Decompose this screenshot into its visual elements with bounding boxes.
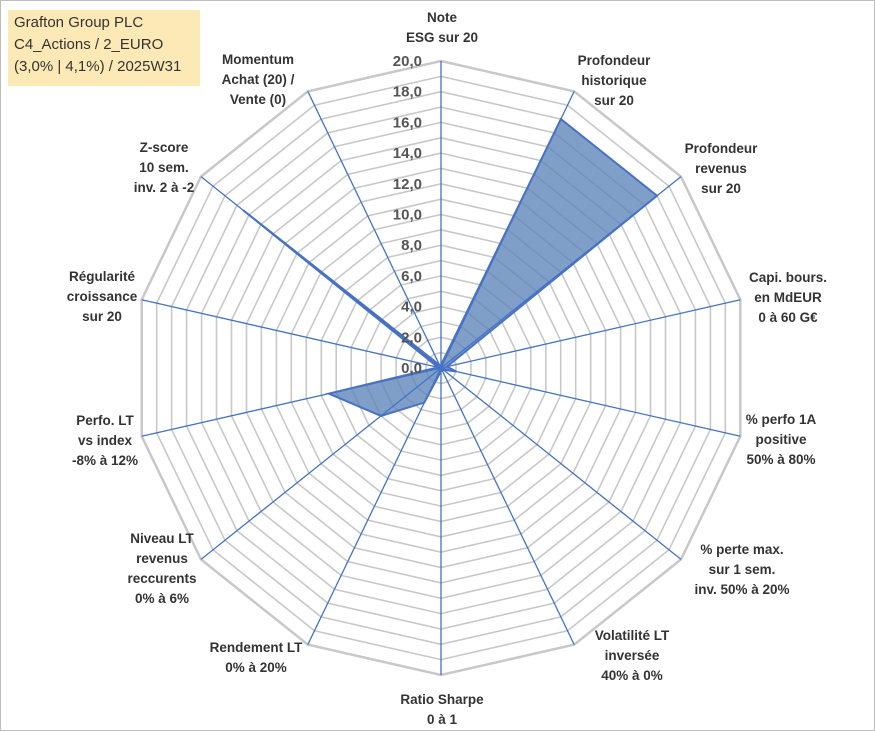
axis-label-line: % perte max.: [700, 542, 783, 557]
axis-label-line: 10 sem.: [139, 160, 189, 175]
tick-label: 10,0: [393, 207, 422, 224]
axis-label-line: Vente (0): [230, 92, 286, 107]
axis-label-line: 0 à 60 G€: [758, 310, 818, 325]
axis-label-line: croissance: [67, 289, 138, 304]
axis-label-line: vs index: [78, 433, 133, 448]
tick-label: 2,0: [401, 329, 422, 346]
axis-label-line: revenus: [695, 161, 747, 176]
axis-label-line: inv. 2 à -2: [134, 180, 195, 195]
axis-label-line: sur 20: [701, 181, 741, 196]
axis-label-3: Capi. bours. en MdEUR 0 à 60 G€: [749, 270, 827, 325]
axis-label-line: ESG sur 20: [406, 30, 478, 45]
axis-label-line: Z-score: [140, 140, 189, 155]
axis-label-line: en MdEUR: [754, 290, 822, 305]
axis-label-line: 0 à 1: [427, 712, 458, 727]
axis-label-line: Profondeur: [578, 53, 651, 68]
spoke-4: [440, 367, 741, 437]
axis-label-8: Rendement LT 0% à 20%: [210, 640, 304, 675]
axis-label-line: Achat (20) /: [222, 72, 295, 87]
axis-label-line: Perfo. LT: [76, 413, 134, 428]
spoke-layer: [141, 61, 741, 675]
axis-label-line: 50% à 80%: [746, 452, 815, 467]
axis-label-line: Momentum: [222, 52, 294, 67]
tick-label: 18,0: [393, 84, 422, 101]
spoke-1: [440, 91, 575, 369]
tick-labels: 0,0 2,0 4,0 6,0 8,0 10,0 12,0 14,0 16,0 18,0 20,0: [393, 53, 422, 377]
axis-label-line: Niveau LT: [130, 531, 194, 546]
spoke-3: [440, 299, 741, 369]
tick-label: 20,0: [393, 53, 422, 70]
axis-label-7: Ratio Sharpe 0 à 1: [400, 692, 484, 727]
axis-label-0: Note ESG sur 20: [406, 10, 478, 45]
axis-label-9: Niveau LT revenus reccurents 0% à 6%: [127, 531, 196, 606]
axis-label-6: Volatilité LT inversée 40% à 0%: [595, 628, 670, 683]
spoke-5: [440, 367, 682, 560]
axis-labels: Note ESG sur 20 Profondeur historique sur 20…: [67, 10, 827, 727]
axis-label-line: 0% à 6%: [135, 591, 189, 606]
company-name: Grafton Group PLC: [14, 14, 144, 31]
axis-label-line: sur 20: [82, 309, 122, 324]
spoke-10: [141, 367, 442, 437]
spoke-13: [307, 91, 442, 369]
spoke-6: [440, 367, 575, 645]
axis-label-line: sur 1 sem.: [709, 562, 776, 577]
series-area-0: [242, 117, 659, 417]
spoke-9: [200, 367, 442, 560]
tick-label: 12,0: [393, 176, 422, 193]
axis-label-line: positive: [755, 432, 807, 447]
tick-label: 8,0: [401, 237, 422, 254]
axis-label-1: Profondeur historique sur 20: [578, 53, 651, 108]
spoke-12: [200, 176, 442, 369]
axis-label-line: inv. 50% à 20%: [694, 582, 789, 597]
axis-label-13: Momentum Achat (20) / Vente (0): [222, 52, 295, 107]
info-box: Grafton Group PLC C4_Actions / 2_EURO (3…: [8, 10, 200, 86]
spoke-8: [307, 367, 442, 645]
axis-label-11: Régularité croissance sur 20: [67, 269, 138, 324]
tick-label: 6,0: [401, 268, 422, 285]
spoke-2: [440, 176, 682, 369]
spoke-11: [141, 299, 442, 369]
series-layer: [242, 117, 659, 417]
tick-label: 4,0: [401, 299, 422, 316]
axis-label-line: Capi. bours.: [749, 270, 827, 285]
tick-label: 0,0: [401, 360, 422, 377]
axis-label-line: -8% à 12%: [72, 453, 138, 468]
axis-label-line: % perfo 1A: [746, 412, 817, 427]
axis-label-line: Ratio Sharpe: [400, 692, 484, 707]
axis-label-12: Z-score 10 sem. inv. 2 à -2: [134, 140, 195, 195]
period-line: (3,0% | 4,1%) / 2025W31: [14, 58, 182, 75]
axis-label-line: 0% à 20%: [225, 660, 287, 675]
axis-label-5: % perte max. sur 1 sem. inv. 50% à 20%: [694, 542, 789, 597]
axis-label-4: % perfo 1A positive 50% à 80%: [746, 412, 817, 467]
tick-label: 14,0: [393, 145, 422, 162]
axis-label-line: Profondeur: [685, 141, 758, 156]
axis-label-line: reccurents: [127, 571, 196, 586]
axis-label-10: Perfo. LT vs index -8% à 12%: [72, 413, 138, 468]
category-line: C4_Actions / 2_EURO: [14, 36, 164, 53]
axis-label-line: inversée: [605, 648, 660, 663]
axis-label-line: Note: [427, 10, 457, 25]
axis-label-2: Profondeur revenus sur 20: [685, 141, 758, 196]
axis-label-line: Rendement LT: [210, 640, 304, 655]
axis-label-line: historique: [581, 73, 647, 88]
axis-label-line: 40% à 0%: [601, 668, 663, 683]
axis-label-line: revenus: [136, 551, 188, 566]
tick-label: 16,0: [393, 114, 422, 131]
axis-label-line: Volatilité LT: [595, 628, 670, 643]
axis-label-line: sur 20: [594, 93, 634, 108]
axis-label-line: Régularité: [69, 269, 136, 284]
